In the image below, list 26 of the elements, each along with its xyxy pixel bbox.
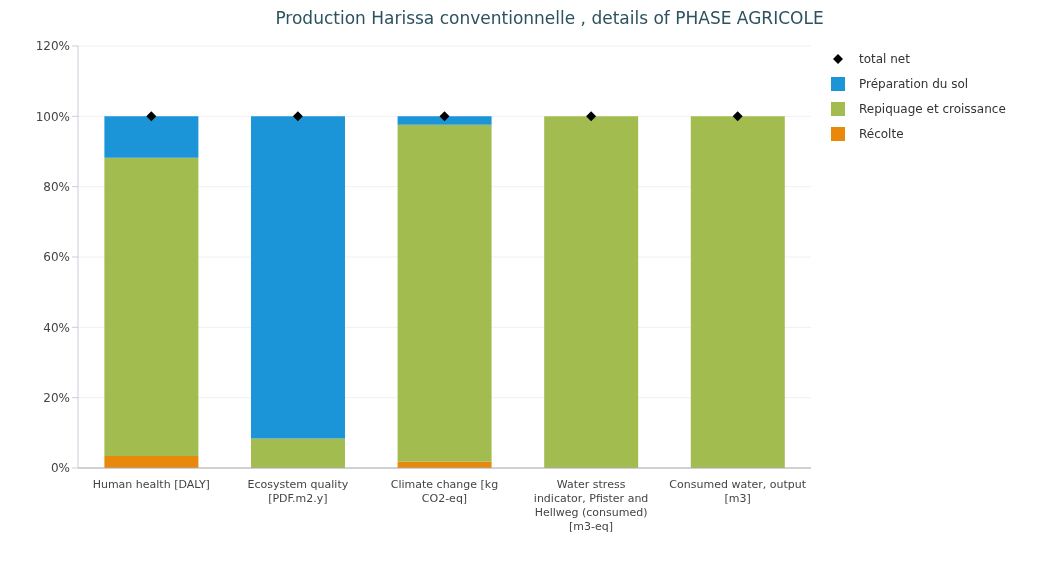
x-tick-label: Water stress indicator, Pfister and Hellweg (consumed) [m3-eq] (533, 478, 649, 533)
y-tick-label: 120% (35, 39, 70, 54)
bar (104, 157, 199, 457)
y-tick-label: 20% (43, 390, 70, 405)
legend-label: Récolte (859, 126, 904, 141)
x-tick-label: Human health [DALY] (92, 478, 210, 491)
bar (104, 116, 199, 158)
bar (690, 116, 785, 468)
x-tick-label: Consumed water, output [m3] (669, 478, 807, 505)
y-tick-label: 100% (35, 109, 70, 124)
legend-label: total net (859, 51, 910, 66)
y-tick-label: 80% (43, 179, 70, 194)
bar (104, 456, 199, 468)
y-tick-label: 40% (43, 320, 70, 335)
bar (250, 438, 345, 468)
y-tick-label: 60% (43, 250, 70, 265)
x-tick-label: Ecosystem quality [PDF.m2.y] (247, 478, 349, 505)
bar (397, 116, 492, 125)
chart-title: Production Harissa conventionnelle , details of PHASE AGRICOLE (274, 8, 825, 30)
bar (397, 124, 492, 462)
bar (544, 116, 639, 468)
bar (250, 116, 345, 439)
y-tick-label: 0% (50, 461, 70, 476)
x-tick-label: Climate change [kg CO2-eq] (390, 478, 499, 505)
legend-label: Préparation du sol (859, 76, 969, 91)
legend-label: Repiquage et croissance (859, 101, 1006, 116)
